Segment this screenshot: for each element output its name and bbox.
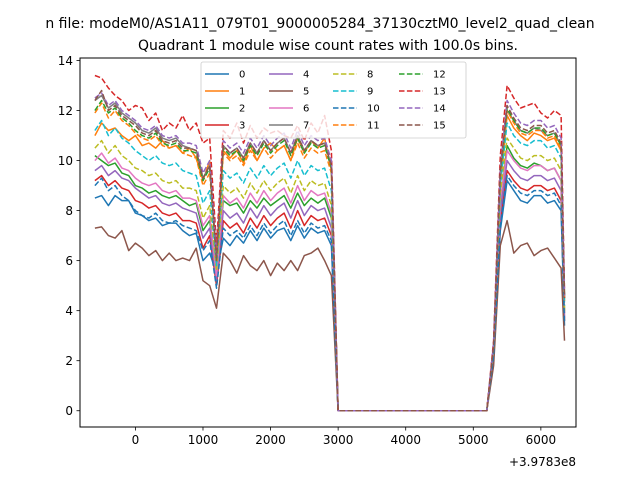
legend-label-2: 2 xyxy=(239,104,245,115)
series-line-15 xyxy=(94,89,566,412)
legend-label-0: 0 xyxy=(239,70,245,81)
x-tick-label: 6000 xyxy=(526,433,557,447)
x-tick-label: 0 xyxy=(132,433,140,447)
x-tick-label: 1000 xyxy=(188,433,219,447)
axes-frame xyxy=(79,57,577,428)
x-tick-label: 2000 xyxy=(255,433,286,447)
y-tick-label: 6 xyxy=(65,254,73,268)
legend-label-1: 1 xyxy=(239,87,245,98)
y-tick-label: 8 xyxy=(65,204,73,218)
legend-box xyxy=(200,61,467,139)
legend-label-4: 4 xyxy=(303,70,309,81)
figure-suptitle: n file: modeM0/AS1A11_079T01_9000005284_… xyxy=(45,16,594,32)
chart-title: Quadrant 1 module wise count rates with … xyxy=(138,38,518,54)
legend-label-15: 15 xyxy=(433,121,446,132)
legend-label-7: 7 xyxy=(303,121,309,132)
legend-label-10: 10 xyxy=(367,104,380,115)
y-tick-label: 0 xyxy=(65,404,73,418)
y-tick-label: 2 xyxy=(65,354,73,368)
series-line-14 xyxy=(94,92,566,412)
y-tick-label: 14 xyxy=(58,54,73,68)
legend-label-9: 9 xyxy=(367,87,373,98)
x-axis: 0 1000 2000 3000 4000 5000 6000 xyxy=(132,427,557,447)
legend-label-3: 3 xyxy=(239,121,245,132)
legend-label-5: 5 xyxy=(303,87,309,98)
legend-label-12: 12 xyxy=(433,70,446,81)
legend-label-13: 13 xyxy=(433,87,446,98)
y-axis: 0 2 4 6 8 10 12 14 xyxy=(58,54,80,418)
legend-label-6: 6 xyxy=(303,104,309,115)
legend-label-11: 11 xyxy=(367,121,380,132)
x-tick-label: 4000 xyxy=(390,433,421,447)
y-tick-label: 12 xyxy=(58,104,73,118)
legend-label-14: 14 xyxy=(433,104,446,115)
y-tick-label: 10 xyxy=(58,154,73,168)
x-tick-label: 3000 xyxy=(323,433,354,447)
legend-label-8: 8 xyxy=(367,70,373,81)
series-layer xyxy=(94,74,566,412)
x-tick-label: 5000 xyxy=(458,433,489,447)
x-offset-label: +3.9783e8 xyxy=(509,455,576,469)
y-tick-label: 4 xyxy=(65,304,73,318)
